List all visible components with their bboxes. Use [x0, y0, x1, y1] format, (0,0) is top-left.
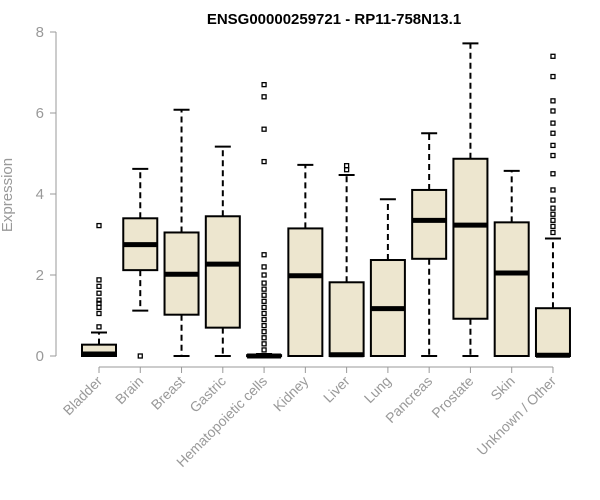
box-prostate: [452, 42, 489, 357]
outlier-point: [96, 222, 102, 229]
box-unknown-other: [534, 53, 571, 358]
boxes-group: [81, 42, 571, 359]
outlier-point: [261, 298, 267, 304]
outlier-point: [550, 171, 556, 177]
outlier-point: [96, 324, 102, 330]
outlier-point: [261, 280, 267, 286]
outlier-point: [261, 286, 267, 292]
outlier-point: [550, 205, 556, 211]
outlier-point: [96, 297, 102, 303]
outlier-point: [261, 126, 267, 132]
outlier-point: [550, 197, 556, 203]
x-tick-label: Liver: [320, 373, 353, 406]
y-tick-label: 2: [36, 267, 44, 284]
x-tick-label: Lung: [361, 373, 394, 406]
box-skin: [493, 169, 530, 357]
box-kidney: [287, 163, 324, 357]
outlier-point: [261, 316, 267, 323]
outlier-point: [261, 158, 267, 165]
outlier-point: [550, 229, 556, 236]
outlier-point: [96, 300, 102, 307]
outlier-point: [550, 73, 556, 80]
box-iqr: [452, 157, 489, 320]
box-iqr: [411, 188, 448, 260]
box-hematopoietic-cells: [246, 82, 283, 359]
outlier-point: [550, 120, 556, 126]
outlier-point: [261, 322, 267, 329]
outlier-point: [550, 98, 556, 104]
outlier-point: [261, 347, 267, 353]
x-tick-label: Kidney: [270, 373, 312, 415]
x-tick-label: Breast: [148, 373, 188, 413]
outlier-point: [261, 310, 267, 317]
outlier-point: [261, 335, 267, 341]
outlier-point: [261, 292, 267, 298]
outlier-point: [261, 272, 267, 278]
outlier-point: [550, 217, 556, 223]
y-axis: 0 2 4 6 8: [36, 24, 57, 365]
outlier-point: [96, 310, 102, 317]
outlier-point: [261, 252, 267, 258]
box-brain: [122, 167, 159, 359]
x-tick-label: Bladder: [60, 373, 106, 419]
box-pancreas: [411, 132, 448, 357]
outlier-point: [343, 162, 350, 169]
box-liver: [328, 162, 365, 358]
outlier-point: [550, 152, 556, 159]
y-tick-label: 0: [36, 348, 44, 365]
chart-title: ENSG00000259721 - RP11-758N13.1: [207, 11, 461, 28]
x-tick-label: Brain: [112, 373, 146, 407]
y-tick-label: 4: [36, 186, 44, 203]
box-lung: [369, 198, 406, 358]
outlier-point: [261, 94, 267, 100]
x-tick-label: Skin: [487, 373, 518, 404]
box-iqr: [287, 227, 324, 357]
box-breast: [163, 108, 200, 357]
box-gastric: [204, 145, 241, 357]
outlier-point: [550, 142, 556, 149]
outlier-point: [137, 353, 143, 359]
outlier-point: [261, 82, 267, 88]
outlier-point: [550, 211, 556, 217]
outlier-point: [261, 304, 267, 311]
outlier-point: [96, 277, 102, 283]
outlier-point: [261, 341, 267, 347]
y-tick-label: 6: [36, 105, 44, 122]
outlier-point: [550, 187, 556, 193]
box-bladder: [81, 222, 117, 358]
outlier-point: [96, 290, 102, 296]
outlier-point: [261, 264, 267, 270]
y-axis-label: Expression: [0, 158, 16, 232]
outlier-point: [343, 167, 350, 173]
outlier-point: [550, 223, 556, 230]
x-tick-label: Prostate: [428, 373, 476, 421]
outlier-point: [261, 329, 267, 335]
outlier-point: [550, 130, 556, 136]
outlier-point: [550, 108, 556, 114]
box-iqr: [328, 281, 365, 358]
box-iqr: [493, 221, 530, 357]
outlier-point: [96, 283, 102, 289]
box-iqr: [204, 215, 241, 329]
box-iqr: [534, 307, 571, 357]
y-tick-label: 8: [36, 24, 44, 41]
outlier-point: [550, 53, 556, 59]
